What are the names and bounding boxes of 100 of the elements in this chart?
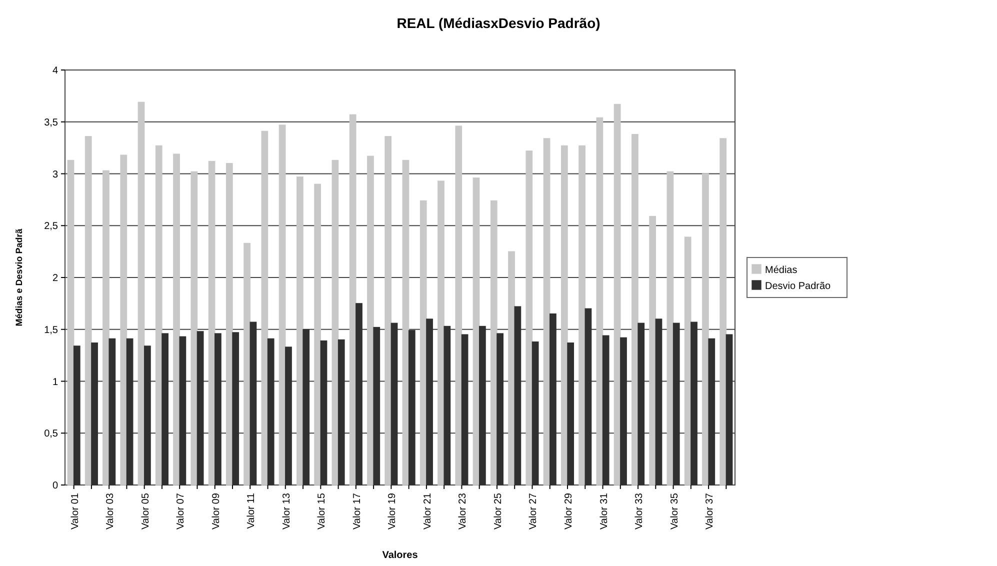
x-tick-label: Valor 27 (528, 492, 540, 530)
x-tick-label: Valor 35 (669, 492, 680, 530)
chart-title: REAL (MédiasxDesvio Padrão) (396, 15, 600, 31)
bar (84, 136, 92, 486)
bar (314, 184, 322, 486)
bar (261, 130, 268, 486)
bar (190, 171, 198, 486)
bar (596, 117, 604, 486)
bar (102, 170, 110, 486)
bar (702, 173, 709, 486)
bar (73, 346, 80, 486)
bar (666, 171, 674, 486)
bar (490, 200, 498, 486)
bar (543, 138, 550, 486)
bar (296, 176, 304, 486)
x-axis-title: Valores (382, 550, 418, 561)
bar (349, 114, 356, 486)
x-tick-label: Valor 37 (704, 492, 716, 530)
bar (91, 342, 98, 486)
x-tick-label: Valor 31 (598, 492, 610, 530)
x-tick-label: Valor 15 (316, 492, 328, 530)
x-tick-label: Valor 11 (246, 492, 258, 529)
y-tick-label: 4 (52, 66, 58, 76)
bar (338, 339, 345, 486)
bar (420, 200, 427, 486)
bar (332, 160, 339, 486)
bar (514, 306, 522, 486)
bar (426, 318, 433, 486)
bar (672, 322, 680, 486)
bar (126, 338, 134, 486)
y-tick-label: 2,5 (44, 221, 58, 232)
y-axis-title: Médias e Desvio Padrã (14, 228, 24, 326)
bar (532, 341, 539, 486)
bar (708, 338, 716, 486)
y-tick-label: 3 (52, 169, 58, 180)
bar (578, 145, 586, 486)
bar (162, 333, 168, 486)
bar (196, 331, 204, 486)
bar (373, 326, 380, 486)
x-tick-label: Valor 29 (564, 492, 574, 530)
bar (472, 178, 480, 486)
x-tick-label: Valor 05 (140, 492, 152, 530)
bar (402, 160, 410, 486)
bar (584, 308, 592, 486)
bar (226, 163, 233, 486)
x-tick-label: Valor 25 (492, 492, 504, 530)
bar (250, 322, 257, 486)
bar (526, 150, 533, 486)
bar (138, 102, 145, 486)
x-tick-label: Valor 33 (634, 492, 646, 530)
x-tick-label: Valor 07 (176, 492, 187, 530)
bar (602, 335, 610, 486)
bar (214, 333, 222, 486)
bar (144, 346, 151, 486)
bar (367, 156, 374, 486)
bar (560, 145, 568, 486)
y-tick-label: 0 (52, 480, 58, 492)
bar (438, 180, 444, 486)
bar (726, 334, 733, 486)
bar (356, 303, 362, 486)
x-tick-label: Valor 17 (352, 492, 363, 530)
x-tick-label: Valor 09 (210, 492, 222, 530)
bar (108, 338, 116, 486)
legend-label: Desvio Padrão (765, 281, 832, 292)
x-tick-label: Valor 19 (387, 492, 398, 530)
y-tick-label: 2 (52, 273, 58, 284)
bar (567, 342, 574, 486)
x-tick-label: Valor 03 (105, 492, 116, 530)
x-tick-label: Valor 21 (422, 492, 434, 530)
bar (496, 333, 504, 486)
bar (278, 124, 286, 486)
bar (478, 326, 486, 486)
bar (684, 236, 692, 486)
legend-label: Médias (765, 265, 798, 276)
bar (638, 322, 645, 486)
y-tick-label: 1 (52, 376, 58, 388)
bar (285, 346, 292, 486)
bar (408, 330, 416, 486)
y-tick-label: 0,5 (44, 428, 58, 440)
bar (455, 126, 462, 486)
x-tick-label: Valor 13 (281, 492, 292, 530)
bar (384, 136, 392, 486)
bar (655, 318, 662, 486)
bar (67, 160, 74, 486)
bar (690, 322, 698, 486)
y-tick-label: 3,5 (44, 117, 58, 128)
bar (208, 160, 216, 486)
bar (302, 329, 310, 486)
bar (173, 154, 180, 486)
y-tick-label: 1,5 (44, 324, 58, 336)
bar (244, 242, 250, 486)
bar (390, 322, 398, 486)
x-tick-label: Valor 23 (458, 492, 469, 530)
bar (720, 138, 727, 486)
bar (550, 313, 556, 486)
bar (444, 326, 451, 486)
bar (614, 104, 621, 486)
bar (120, 154, 128, 486)
bar (155, 145, 162, 486)
bar (461, 334, 468, 486)
